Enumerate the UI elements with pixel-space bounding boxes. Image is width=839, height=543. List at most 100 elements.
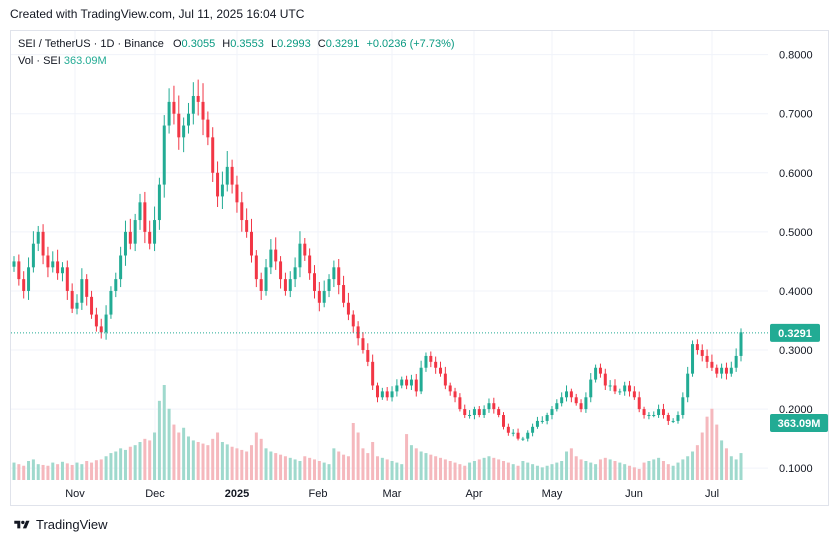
candle-body (569, 391, 573, 398)
volume-bar (65, 463, 69, 480)
volume-bar (739, 453, 743, 480)
volume-bar (497, 459, 501, 480)
candle-body (390, 391, 394, 398)
open-label: O (172, 38, 182, 50)
volume-bar (332, 448, 336, 480)
volume-bar (443, 459, 447, 480)
candle-body (710, 361, 714, 368)
volume-bar (550, 464, 554, 480)
candle-body (298, 243, 302, 268)
volume-bar (288, 457, 292, 480)
volume-bar (439, 457, 443, 480)
volume-bar (264, 448, 268, 480)
volume-bar (172, 424, 176, 480)
candle-body (342, 285, 346, 303)
candle-body (492, 403, 496, 410)
candle-body (293, 267, 297, 280)
volume-bar (608, 459, 612, 480)
volume-bar (99, 459, 103, 480)
volume-bar (492, 457, 496, 480)
candle-body (157, 184, 161, 221)
tradingview-footer[interactable]: TradingView (12, 517, 108, 532)
candle-body (502, 415, 506, 427)
volume-bar (128, 446, 132, 480)
candle-body (439, 367, 443, 374)
volume-bar (351, 423, 355, 480)
volume-bar (230, 446, 234, 480)
candle-body (734, 355, 738, 368)
candle-body (230, 166, 234, 185)
volume-badge-label: 363.09M (778, 418, 821, 430)
candle-body (453, 391, 457, 398)
candle-body (60, 267, 64, 274)
last-price-badge-label: 0.3291 (778, 328, 812, 340)
candle-body (322, 290, 326, 303)
candle-body (191, 95, 195, 114)
candle-body (80, 279, 84, 303)
volume-bar (613, 461, 617, 480)
candle-body (99, 326, 103, 333)
candle-body (482, 409, 486, 416)
volume-bar (104, 456, 108, 480)
change-value: +0.0236 (+7.73%) (366, 38, 455, 50)
candle-body (555, 403, 559, 410)
candle-body (235, 184, 239, 203)
candle-body (279, 261, 283, 280)
candle-body (216, 172, 220, 197)
candle-body (424, 355, 428, 368)
x-tick-label: 2025 (225, 488, 249, 500)
x-tick-label: Jul (705, 488, 719, 500)
volume-bar (385, 459, 389, 480)
candle-body (652, 415, 656, 417)
candle-body (254, 255, 258, 280)
volume-bar (540, 467, 544, 480)
volume-bar (652, 459, 656, 480)
volume-bar (90, 462, 94, 480)
chart-legend: SEI / TetherUS · 1D · Binance O0.3055 H0… (18, 36, 455, 70)
volume-bar (46, 465, 50, 480)
volume-bar (429, 454, 433, 480)
symbol-title[interactable]: SEI / TetherUS · 1D · Binance (18, 38, 164, 50)
volume-bar (123, 449, 127, 480)
candle-body (414, 379, 418, 392)
volume-bar (487, 456, 491, 480)
volume-bar (502, 461, 506, 480)
volume-bar (308, 457, 312, 480)
candle-body (729, 367, 733, 374)
y-tick-label: 0.2000 (779, 404, 813, 416)
volume-bar (269, 451, 273, 480)
candle-body (196, 95, 200, 102)
volume-bar (162, 385, 166, 480)
candle-body (317, 290, 321, 303)
candle-body (245, 220, 249, 232)
y-tick-label: 0.3000 (779, 345, 813, 357)
candle-body (521, 438, 525, 440)
volume-bar (555, 462, 559, 480)
candle-body (405, 379, 409, 386)
candle-body (419, 367, 423, 392)
candle-body (211, 137, 215, 173)
candle-body (550, 409, 554, 416)
low-label: L (270, 38, 278, 50)
candle-body (332, 267, 336, 280)
candle-body (691, 344, 695, 374)
candle-body (613, 385, 617, 392)
volume-bar (414, 448, 418, 480)
close-label: C (317, 38, 326, 50)
volume-bar (51, 462, 55, 480)
candle-body (172, 101, 176, 114)
volume-bar (12, 462, 16, 480)
volume-bar (191, 440, 195, 480)
volume-bar (584, 461, 588, 480)
volume-bar (468, 462, 472, 480)
y-tick-label: 0.8000 (779, 50, 813, 62)
volume-bar (327, 464, 331, 480)
candle-body (283, 279, 287, 291)
candle-body (31, 243, 35, 268)
volume-label[interactable]: Vol · SEI (18, 55, 61, 67)
volume-bar (182, 427, 186, 480)
volume-bar (322, 462, 326, 480)
volume-bar (400, 464, 404, 480)
candle-body (385, 391, 389, 398)
